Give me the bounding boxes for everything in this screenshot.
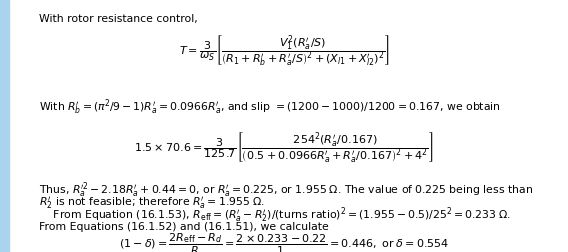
Text: From Equations (16.1.52) and (16.1.51), we calculate: From Equations (16.1.52) and (16.1.51), … [39, 222, 328, 232]
Text: $1.5 \times 70.6 = \dfrac{3}{125.7}\left[\dfrac{254^2(R_a^{\prime}/0.167)}{\left: $1.5 \times 70.6 = \dfrac{3}{125.7}\left… [134, 130, 434, 165]
Text: With rotor resistance control,: With rotor resistance control, [39, 14, 197, 24]
Text: $T = \dfrac{3}{\omega_S}\left[\dfrac{V_1^2(R_a^{\prime}/S)}{\left(R_1 + R_b^{\pr: $T = \dfrac{3}{\omega_S}\left[\dfrac{V_1… [178, 33, 390, 68]
Text: $(1 - \delta) = \dfrac{2R_{\mathrm{eff}} - R_d}{R} = \dfrac{2 \times 0.233 - 0.2: $(1 - \delta) = \dfrac{2R_{\mathrm{eff}}… [119, 231, 449, 252]
Text: $R_2^{\prime}$ is not feasible; therefore $R_a^{\prime} = 1.955\;\Omega$.: $R_2^{\prime}$ is not feasible; therefor… [39, 195, 265, 211]
Bar [0, 0, 9, 252]
Text: With $R_b^{\prime} = (\pi^2/9 - 1)R_a^{\prime} = 0.0966R_a^{\prime}$, and slip $: With $R_b^{\prime} = (\pi^2/9 - 1)R_a^{\… [39, 97, 500, 117]
Text: From Equation (16.1.53), $R_{\mathrm{eff}} = (R_a^{\prime} - R_2^{\prime})/(\mat: From Equation (16.1.53), $R_{\mathrm{eff… [39, 205, 510, 225]
Text: Thus, $R_a^{\prime 2} - 2.18R_a^{\prime} + 0.44 = 0$, or $R_a^{\prime} = 0.225$,: Thus, $R_a^{\prime 2} - 2.18R_a^{\prime}… [39, 180, 533, 200]
